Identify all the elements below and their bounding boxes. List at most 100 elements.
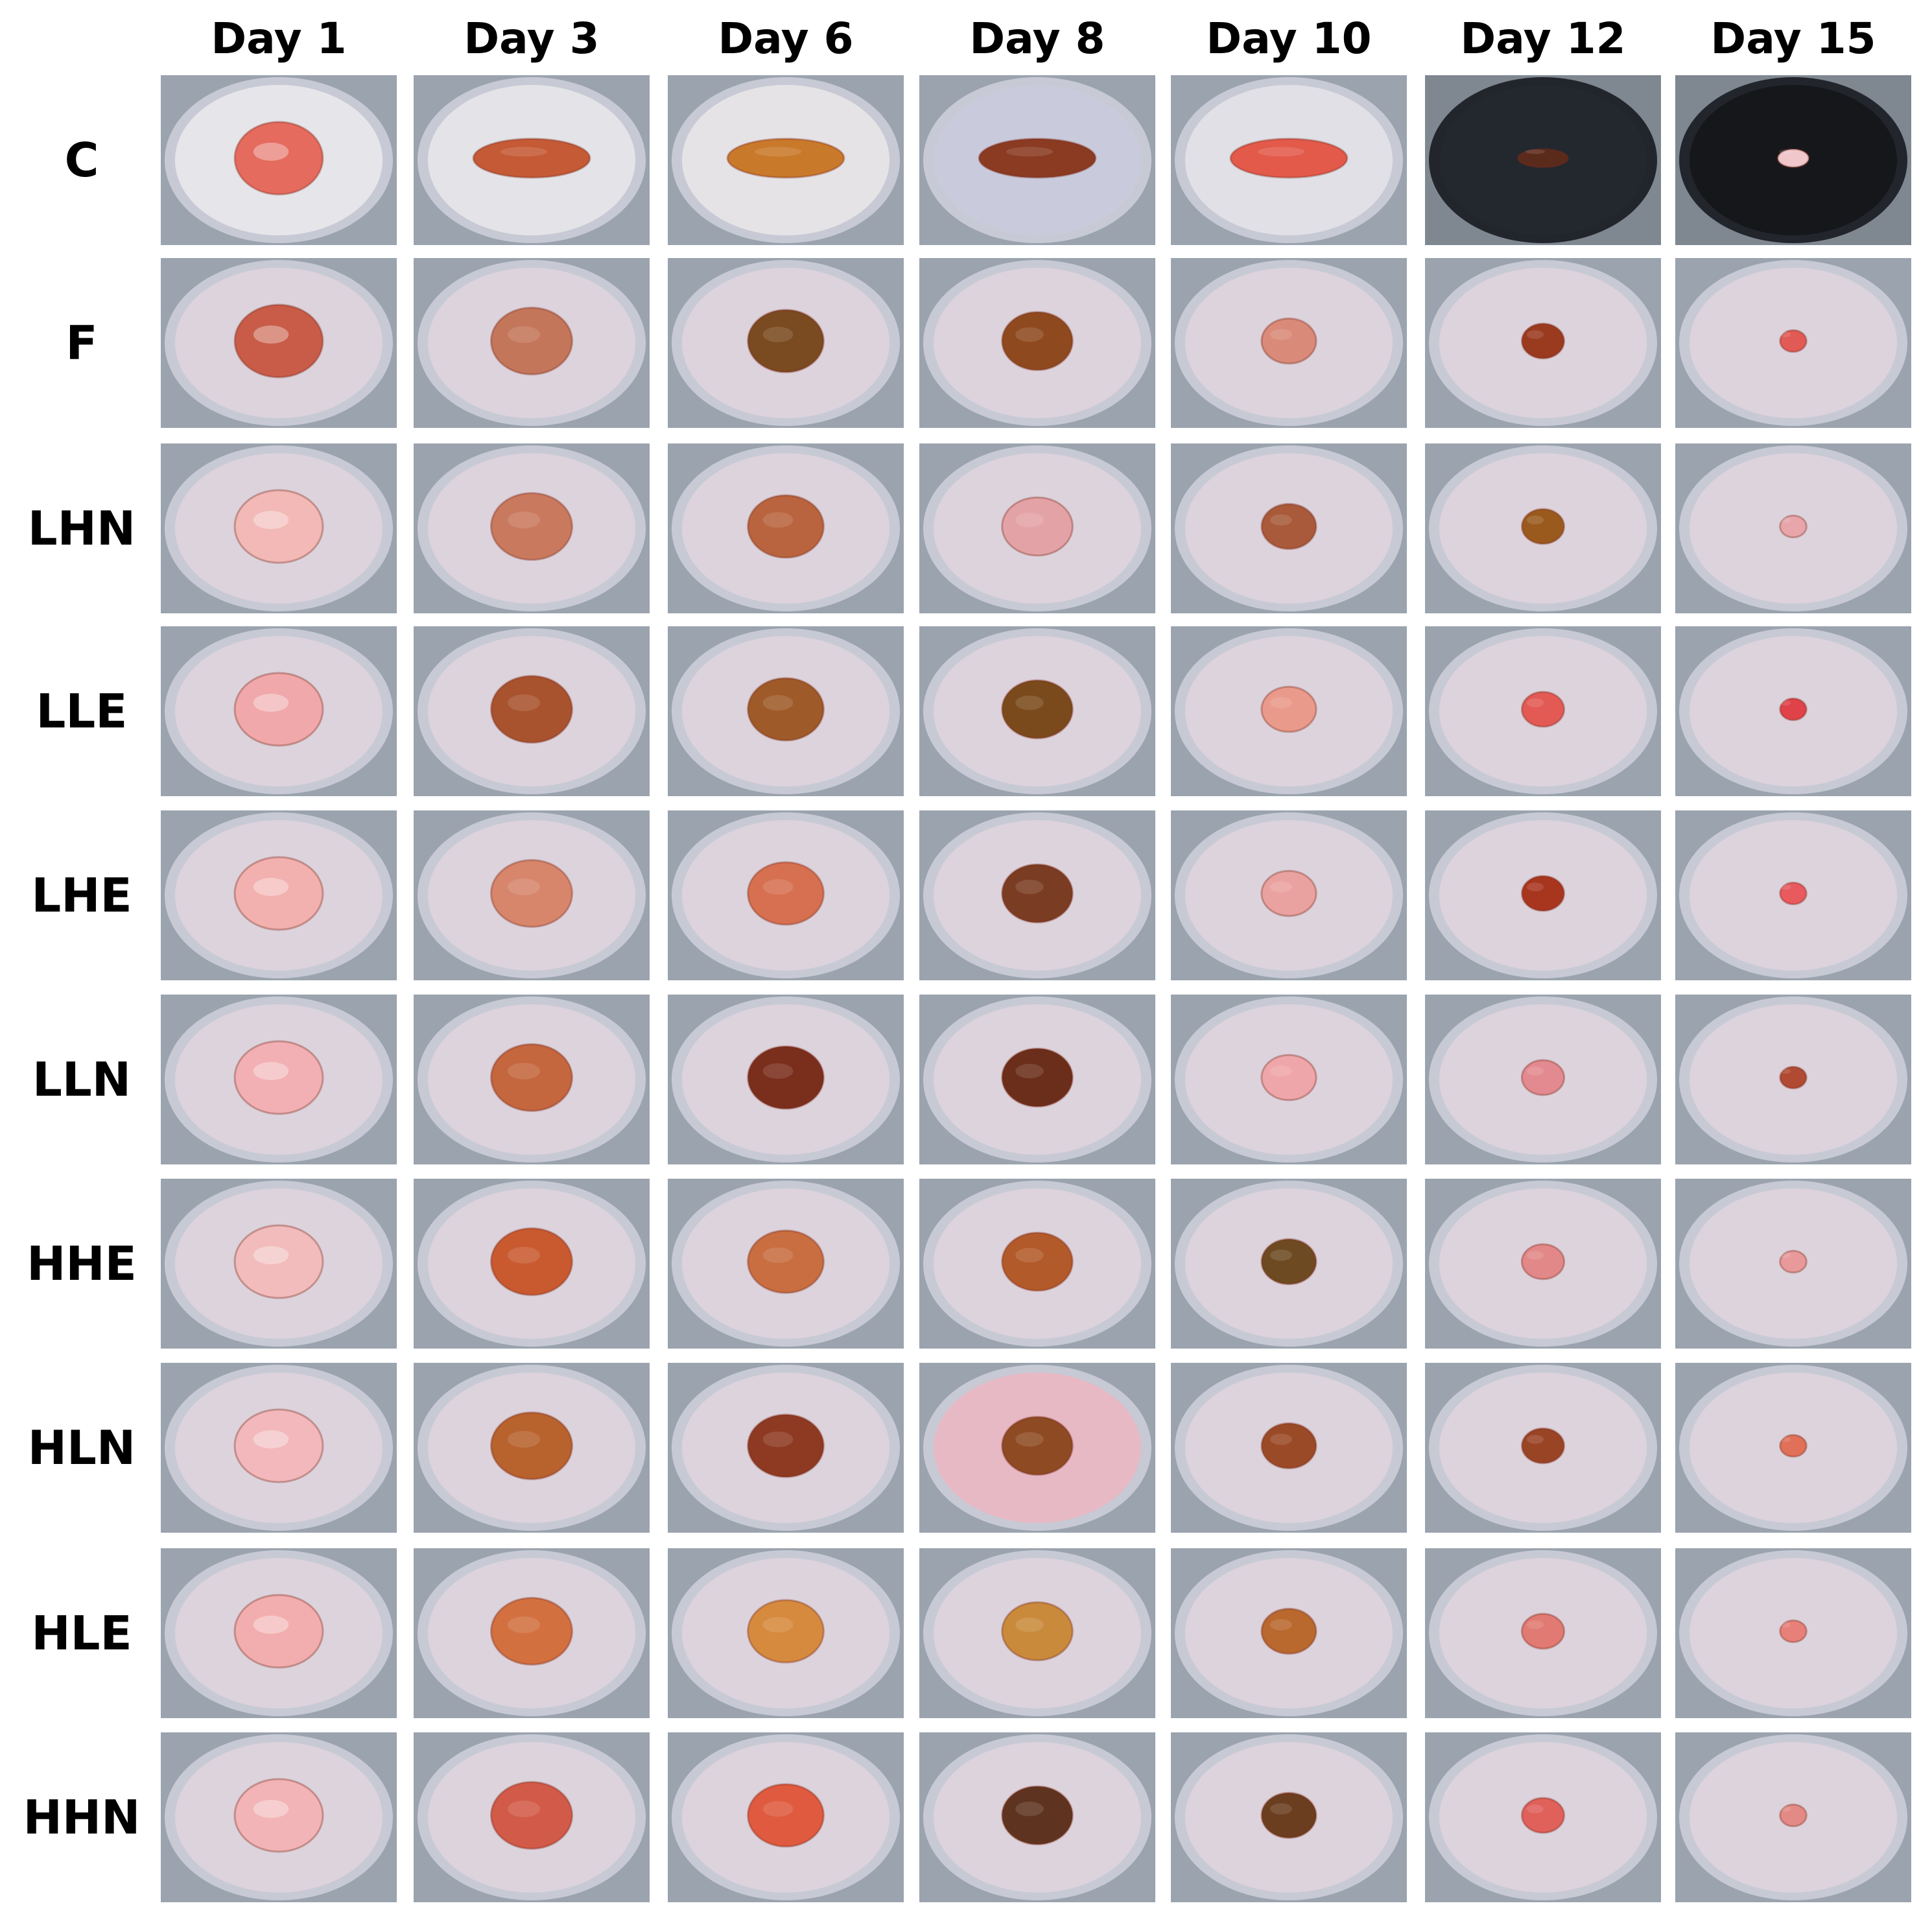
photo-image	[414, 75, 650, 245]
wound-highlight	[1779, 149, 1792, 154]
photo-image	[1171, 75, 1407, 245]
photo-image	[161, 75, 397, 245]
photo-image	[161, 258, 397, 428]
wound-photo-hhn-day-3	[414, 1732, 650, 1902]
photo-image	[1675, 995, 1911, 1164]
photo-image	[1675, 626, 1911, 796]
wound-photo-lhe-day-3	[414, 810, 650, 980]
wound-photo-hln-day-6	[668, 1363, 904, 1533]
wound-photo-lhe-day-10	[1171, 810, 1407, 980]
photo-image	[1675, 258, 1911, 428]
wound-photo-f-day-6	[668, 258, 904, 428]
wound-photo-hln-day-12	[1425, 1363, 1661, 1533]
photo-image	[1425, 1548, 1661, 1718]
wound-highlight	[1270, 1433, 1292, 1445]
wound-highlight	[253, 694, 289, 712]
photo-image	[919, 995, 1155, 1164]
wound-area	[1779, 1065, 1808, 1090]
photo-image	[1171, 443, 1407, 613]
wound-area	[1001, 1231, 1074, 1292]
wound-photo-hln-day-3	[414, 1363, 650, 1533]
wound-photo-lhn-day-1	[161, 443, 397, 613]
wound-photo-c-day-6	[668, 75, 904, 245]
wound-highlight	[1526, 1435, 1544, 1444]
photo-image	[1171, 1363, 1407, 1533]
photo-image	[668, 258, 904, 428]
row-label-hhe: HHE	[27, 1236, 137, 1291]
row-label-lhn: LHN	[27, 501, 136, 556]
wound-area	[1520, 322, 1566, 360]
wound-highlight	[762, 1800, 794, 1817]
wound-highlight	[507, 1616, 541, 1633]
wound-highlight	[507, 694, 541, 711]
wound-area	[489, 1043, 574, 1113]
wound-highlight	[501, 147, 547, 157]
photo-image	[414, 1363, 650, 1533]
wound-area	[233, 672, 324, 747]
wound-photo-lle-day-1	[161, 626, 397, 796]
wound-highlight	[1780, 884, 1791, 890]
photo-image	[1171, 1179, 1407, 1349]
wound-photo-lhn-day-15	[1675, 443, 1911, 613]
wound-area	[1520, 1243, 1566, 1280]
wound-area	[1001, 679, 1074, 740]
wound-area	[1517, 148, 1569, 169]
wound-highlight	[1270, 329, 1292, 340]
wound-photo-hhn-day-8	[919, 1732, 1155, 1902]
photo-image	[1425, 1363, 1661, 1533]
wound-area	[747, 861, 825, 926]
wound-highlight	[762, 326, 794, 343]
wound-area	[489, 858, 574, 928]
wound-photo-hhe-day-15	[1675, 1179, 1911, 1349]
wound-area	[233, 489, 324, 564]
photo-image	[1425, 1179, 1661, 1349]
photo-image	[668, 75, 904, 245]
photo-image	[919, 443, 1155, 613]
wound-area	[1779, 1433, 1808, 1458]
wound-photo-f-day-8	[919, 258, 1155, 428]
wound-area	[233, 1040, 324, 1115]
wound-highlight	[1015, 327, 1044, 342]
wound-highlight	[1780, 1252, 1791, 1258]
wound-highlight	[507, 1800, 541, 1817]
photo-image	[1425, 443, 1661, 613]
photo-image	[1675, 1732, 1911, 1902]
wound-highlight	[253, 1800, 289, 1818]
wound-highlight	[1270, 1249, 1292, 1261]
wound-photo-hle-day-3	[414, 1548, 650, 1718]
wound-photo-hhn-day-15	[1675, 1732, 1911, 1902]
wound-area	[1779, 697, 1808, 722]
wound-photo-hle-day-12	[1425, 1548, 1661, 1718]
wound-photo-lle-day-12	[1425, 626, 1661, 796]
photo-image	[919, 810, 1155, 980]
wound-area	[747, 1599, 825, 1664]
wound-highlight	[762, 1063, 794, 1079]
wound-photo-c-day-8	[919, 75, 1155, 245]
wound-photo-lln-day-10	[1171, 995, 1407, 1164]
wound-highlight	[253, 878, 289, 896]
wound-photo-hhe-day-1	[161, 1179, 397, 1349]
wound-area	[1001, 1601, 1074, 1662]
wound-highlight	[253, 1430, 289, 1448]
photo-image	[414, 1548, 650, 1718]
wound-highlight	[1780, 1068, 1791, 1074]
wound-highlight	[1526, 1620, 1544, 1629]
photo-image	[161, 1363, 397, 1533]
wound-area	[233, 121, 324, 196]
photo-image	[919, 1732, 1155, 1902]
wound-photo-lhe-day-12	[1425, 810, 1661, 980]
wound-highlight	[253, 1062, 289, 1080]
column-header-day-10: Day 10	[1206, 14, 1372, 64]
wound-photo-lln-day-15	[1675, 995, 1911, 1164]
wound-photo-lhn-day-6	[668, 443, 904, 613]
wound-highlight	[507, 879, 541, 895]
wound-area	[489, 674, 574, 744]
wound-highlight	[1015, 1617, 1044, 1633]
photo-image	[161, 443, 397, 613]
wound-photo-lhe-day-8	[919, 810, 1155, 980]
wound-area	[233, 1778, 324, 1853]
photo-image	[668, 1548, 904, 1718]
wound-area	[747, 677, 825, 742]
photo-image	[161, 1548, 397, 1718]
wound-area	[1520, 1427, 1566, 1465]
